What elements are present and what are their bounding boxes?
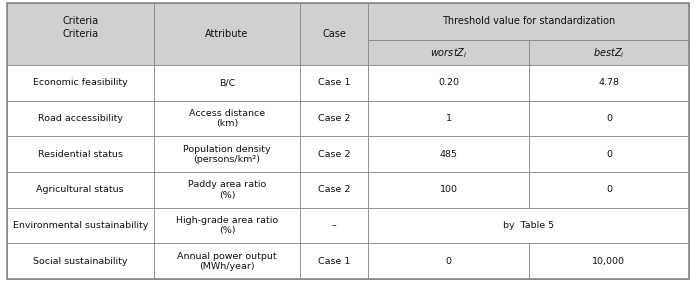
Text: Threshold value for standardization: Threshold value for standardization xyxy=(442,16,615,27)
Bar xyxy=(300,208,368,243)
Text: Environmental sustainability: Environmental sustainability xyxy=(13,221,148,230)
Bar xyxy=(7,243,154,279)
Bar xyxy=(7,65,154,101)
Bar xyxy=(154,172,300,208)
Text: Access distance
(km): Access distance (km) xyxy=(189,109,265,128)
Bar xyxy=(7,3,154,65)
Bar xyxy=(154,136,300,172)
Bar xyxy=(529,243,689,279)
Text: 1: 1 xyxy=(445,114,452,123)
Text: Case 2: Case 2 xyxy=(318,186,351,195)
Text: 0: 0 xyxy=(606,186,612,195)
Text: 10,000: 10,000 xyxy=(592,257,626,266)
Text: 0: 0 xyxy=(445,257,452,266)
Bar xyxy=(154,243,300,279)
Bar xyxy=(7,208,154,243)
Text: Case 2: Case 2 xyxy=(318,150,351,159)
Text: Social sustainability: Social sustainability xyxy=(33,257,127,266)
Text: Case: Case xyxy=(322,29,347,39)
Text: Case 1: Case 1 xyxy=(318,257,351,266)
Bar xyxy=(529,101,689,136)
Bar xyxy=(529,172,689,208)
Text: High-grade area ratio
(%): High-grade area ratio (%) xyxy=(176,216,278,235)
Text: B/C: B/C xyxy=(219,78,235,87)
Text: 0.20: 0.20 xyxy=(438,78,459,87)
Bar xyxy=(154,65,300,101)
Bar xyxy=(7,101,154,136)
Text: 100: 100 xyxy=(440,186,457,195)
Bar xyxy=(368,40,529,65)
Text: Residential status: Residential status xyxy=(38,150,122,159)
Bar xyxy=(368,101,529,136)
Text: Annual power output
(MWh/year): Annual power output (MWh/year) xyxy=(177,252,277,271)
Bar xyxy=(368,136,529,172)
Text: 485: 485 xyxy=(440,150,457,159)
Text: Paddy area ratio
(%): Paddy area ratio (%) xyxy=(188,180,266,200)
Bar xyxy=(368,243,529,279)
Bar xyxy=(529,40,689,65)
Bar xyxy=(300,65,368,101)
Text: –: – xyxy=(332,221,337,230)
Bar xyxy=(7,136,154,172)
Bar xyxy=(154,208,300,243)
Text: Case 2: Case 2 xyxy=(318,114,351,123)
Text: 0: 0 xyxy=(606,150,612,159)
Text: Economic feasibility: Economic feasibility xyxy=(33,78,127,87)
Text: 0: 0 xyxy=(606,114,612,123)
Bar xyxy=(154,3,300,65)
Bar xyxy=(368,65,529,101)
Bar xyxy=(529,65,689,101)
Text: Attribute: Attribute xyxy=(205,29,248,39)
Bar xyxy=(300,101,368,136)
Text: $\mathit{worst}Z_i$: $\mathit{worst}Z_i$ xyxy=(430,46,467,60)
Bar xyxy=(300,3,368,65)
Bar xyxy=(529,136,689,172)
Text: Road accessibility: Road accessibility xyxy=(38,114,122,123)
Bar xyxy=(368,3,689,40)
Text: Criteria: Criteria xyxy=(62,29,98,39)
Bar xyxy=(300,172,368,208)
Bar xyxy=(7,172,154,208)
Text: 4.78: 4.78 xyxy=(599,78,619,87)
Bar xyxy=(368,172,529,208)
Text: Agricultural status: Agricultural status xyxy=(36,186,124,195)
Text: Criteria: Criteria xyxy=(62,16,98,27)
Bar xyxy=(368,208,689,243)
Text: Population density
(persons/km²): Population density (persons/km²) xyxy=(183,145,271,164)
Text: Case 1: Case 1 xyxy=(318,78,351,87)
Text: by  Table 5: by Table 5 xyxy=(503,221,554,230)
Bar xyxy=(154,101,300,136)
Text: $\mathit{best}Z_i$: $\mathit{best}Z_i$ xyxy=(593,46,625,60)
Bar xyxy=(300,136,368,172)
Bar xyxy=(300,243,368,279)
